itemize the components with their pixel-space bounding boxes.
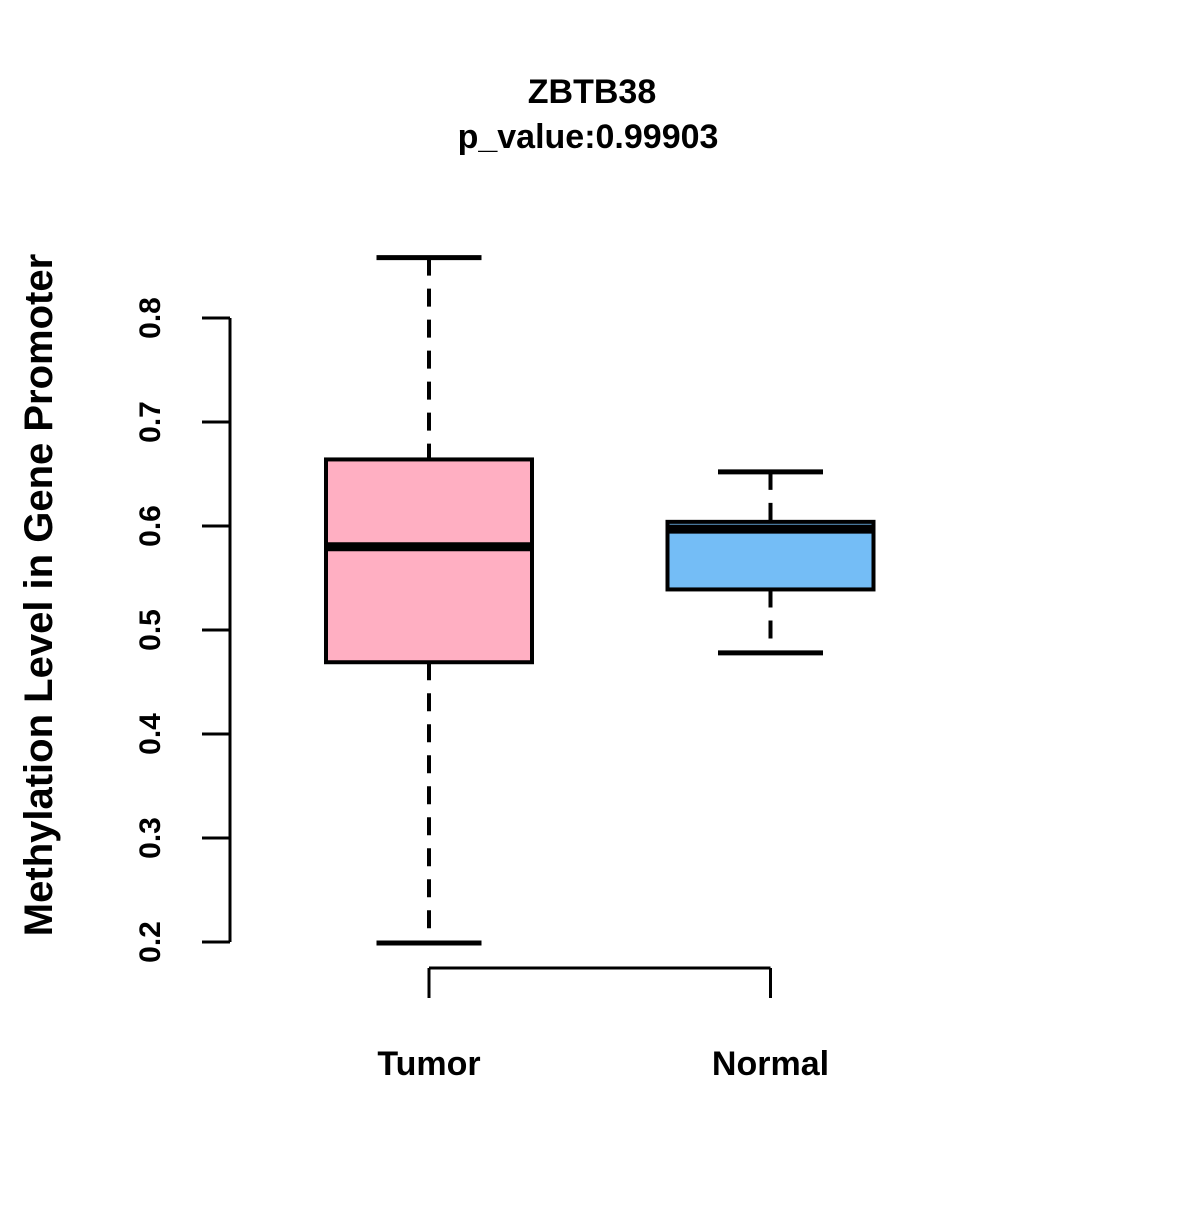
y-tick-label: 0.7 <box>134 401 167 443</box>
y-axis-title: Methylation Level in Gene Promoter <box>17 254 61 936</box>
x-label-tumor: Tumor <box>377 1045 480 1083</box>
x-label-normal: Normal <box>712 1045 829 1083</box>
x-axis: Tumor Normal <box>377 966 829 1083</box>
title-pvalue: p_value:0.99903 <box>458 118 719 156</box>
y-tick-label: 0.2 <box>134 921 167 963</box>
y-tick-label: 0.8 <box>134 297 167 339</box>
box-group-tumor <box>324 255 534 946</box>
y-axis: 0.2 0.3 0.4 0.5 0.6 0.7 0.8 <box>134 297 232 963</box>
y-tick-label: 0.6 <box>134 505 167 547</box>
y-tick-label: 0.3 <box>134 817 167 859</box>
y-tick-label: 0.5 <box>134 609 167 651</box>
chart-title-block: ZBTB38 p_value:0.99903 <box>458 73 719 156</box>
y-tick-label: 0.4 <box>134 713 167 755</box>
tumor-iqr-box <box>324 457 534 665</box>
box-group-normal <box>665 469 876 656</box>
boxplot-boxes <box>324 255 876 946</box>
title-gene-name: ZBTB38 <box>528 73 656 111</box>
